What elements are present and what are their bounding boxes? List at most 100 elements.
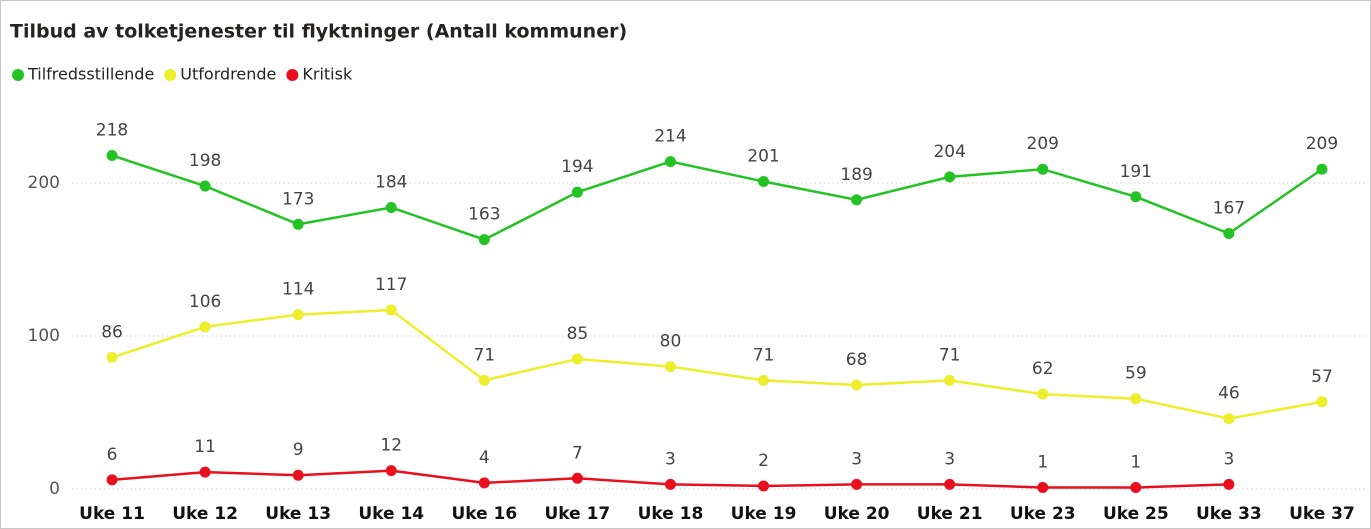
data-point [1130,393,1142,405]
data-point [199,321,211,333]
data-point [106,351,118,363]
x-tick-label: Uke 25 [1103,504,1169,524]
x-tick-label: Uke 37 [1289,504,1355,524]
data-label: 85 [567,324,589,344]
data-point [571,186,583,198]
data-point [292,469,304,481]
y-tick-label: 200 [28,173,60,193]
data-label: 59 [1125,364,1147,384]
data-point [106,149,118,161]
data-point [385,304,397,316]
data-point [664,156,676,168]
data-point [292,218,304,230]
data-label: 218 [96,120,128,140]
data-point [758,374,770,386]
legend-marker [12,69,24,81]
x-tick-label: Uke 12 [172,504,238,524]
data-point [571,472,583,484]
x-tick-label: Uke 33 [1196,504,1262,524]
data-point [199,180,211,192]
y-tick-label: 0 [49,479,60,499]
data-label: 62 [1032,359,1054,379]
data-label: 1 [1037,452,1048,472]
legend-label: Kritisk [302,65,353,84]
data-label: 198 [189,151,221,171]
data-point [758,175,770,187]
data-label: 46 [1218,384,1240,404]
data-label: 3 [665,449,676,469]
data-label: 57 [1311,367,1333,387]
data-label: 189 [840,165,872,185]
x-tick-label: Uke 17 [545,504,611,524]
data-point [1037,481,1049,493]
data-label: 86 [101,322,123,342]
data-point [478,477,490,489]
data-label: 6 [107,445,118,465]
legend-label: Utfordrende [180,65,276,84]
data-label: 4 [479,448,490,468]
series-line [111,308,1323,420]
data-label: 71 [474,345,496,365]
data-point [851,194,863,206]
data-label: 167 [1213,198,1245,218]
data-label: 12 [380,436,402,456]
data-point [1130,191,1142,203]
legend-marker [164,69,177,81]
data-label: 2 [758,451,769,471]
data-label: 68 [846,350,868,370]
data-label: 209 [1027,134,1059,154]
data-point [851,379,863,391]
x-tick-label: Uke 18 [638,504,704,524]
data-point [478,374,490,386]
x-tick-label: Uke 16 [451,504,517,524]
data-label: 106 [189,292,221,312]
data-point [1223,413,1235,425]
data-label: 173 [282,189,314,209]
data-label: 3 [1223,449,1234,469]
data-point [1130,481,1142,493]
series-line [111,154,1323,241]
data-point [1037,388,1049,400]
data-point [944,171,956,183]
data-point [199,466,211,478]
data-point [1223,478,1235,490]
data-point [1316,396,1328,408]
data-label: 80 [660,332,682,352]
data-label: 1 [1130,452,1141,472]
data-point [944,478,956,490]
data-label: 184 [375,172,407,192]
data-point [1037,163,1049,175]
data-label: 114 [282,280,314,300]
legend-label: Tilfredsstillende [27,65,154,84]
x-tick-label: Uke 13 [265,504,331,524]
data-point [385,201,397,213]
x-tick-label: Uke 19 [731,504,797,524]
data-point [1223,227,1235,239]
data-label: 191 [1120,162,1152,182]
y-tick-label: 100 [28,326,60,346]
x-tick-label: Uke 20 [824,504,890,524]
data-label: 3 [851,449,862,469]
data-point [664,361,676,373]
chart-title: Tilbud av tolketjenester til flyktninger… [10,21,627,43]
x-tick-label: Uke 21 [917,504,983,524]
data-point [944,374,956,386]
legend-marker [286,69,299,81]
data-point [851,478,863,490]
data-label: 9 [293,440,304,460]
data-label: 71 [939,345,961,365]
data-label: 3 [944,449,955,469]
data-label: 7 [572,443,583,463]
data-label: 194 [561,157,593,177]
x-tick-label: Uke 23 [1010,504,1076,524]
data-point [292,309,304,321]
data-point [385,465,397,477]
data-point [664,478,676,490]
data-label: 209 [1306,134,1338,154]
data-label: 163 [468,205,500,225]
x-tick-label: Uke 11 [79,504,145,524]
data-point [478,234,490,246]
data-label: 214 [654,127,686,147]
